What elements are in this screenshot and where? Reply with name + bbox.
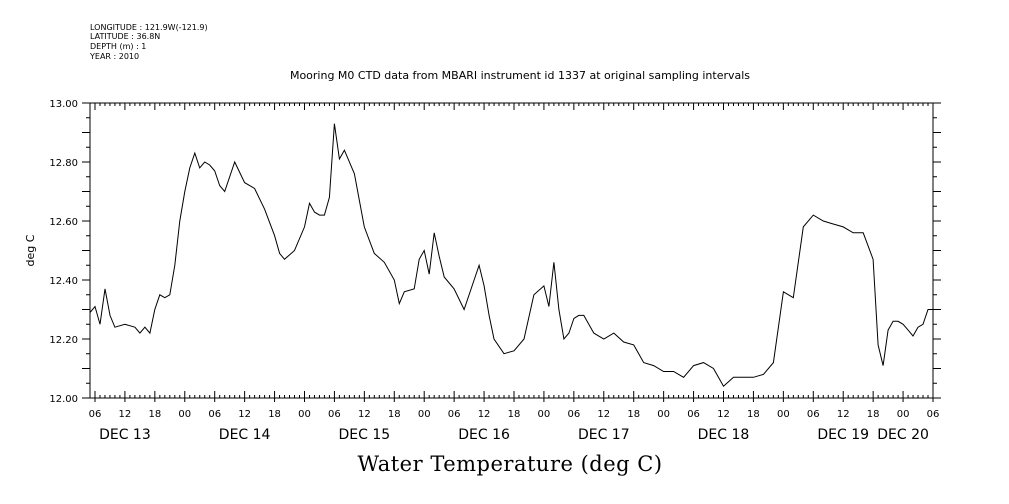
- x-day-label: DEC 19: [817, 427, 869, 443]
- y-tick-label: 13.00: [49, 99, 78, 110]
- x-day-label: DEC 20: [877, 427, 929, 443]
- x-day-label: DEC 18: [698, 427, 750, 443]
- x-tick-label: 12: [119, 409, 132, 420]
- x-tick-label: 18: [747, 409, 760, 420]
- x-tick-label: 06: [687, 409, 700, 420]
- x-tick-label: 18: [148, 409, 161, 420]
- longitude-label: LONGITUDE : 121.9W(-121.9): [90, 23, 208, 32]
- y-axis-label: deg C: [24, 234, 37, 266]
- x-tick-label: 06: [89, 409, 102, 420]
- x-tick-label: 06: [208, 409, 221, 420]
- y-axis-tick-labels: 12.00 12.20 12.40 12.60 12.80 13.00: [49, 99, 78, 405]
- x-tick-label: 18: [867, 409, 880, 420]
- x-tick-label: 12: [597, 409, 610, 420]
- x-tick-label: 00: [298, 409, 311, 420]
- year-label: YEAR : 2010: [90, 52, 140, 61]
- x-day-label: DEC 17: [578, 427, 630, 443]
- x-day-label: DEC 14: [219, 427, 271, 443]
- x-tick-label: 00: [538, 409, 551, 420]
- y-tick-label: 12.00: [49, 394, 78, 405]
- y-tick-label: 12.20: [49, 335, 78, 346]
- plot-frame: [89, 102, 934, 399]
- depth-label: DEPTH (m) : 1: [90, 42, 147, 51]
- x-tick-label: 12: [238, 409, 251, 420]
- x-tick-label: 00: [657, 409, 670, 420]
- axis-ticks: [82, 102, 941, 402]
- x-tick-label: 18: [508, 409, 521, 420]
- x-tick-label: 12: [478, 409, 491, 420]
- chart-title: Mooring M0 CTD data from MBARI instrumen…: [289, 69, 751, 82]
- x-tick-label: 06: [448, 409, 461, 420]
- x-tick-label: 06: [927, 409, 940, 420]
- x-day-label: DEC 16: [458, 427, 510, 443]
- x-axis-tick-labels: 06 12 18 00 06 12 18 00 06 12 18 00 06 12 18 00 06 12 18 00…: [89, 409, 940, 443]
- x-tick-label: 12: [837, 409, 850, 420]
- x-tick-label: 00: [418, 409, 431, 420]
- x-day-label: DEC 13: [99, 427, 151, 443]
- y-tick-label: 12.40: [49, 276, 78, 287]
- x-tick-label: 06: [328, 409, 341, 420]
- x-tick-label: 18: [268, 409, 281, 420]
- x-tick-label: 12: [717, 409, 730, 420]
- x-tick-label: 06: [567, 409, 580, 420]
- y-tick-label: 12.80: [49, 158, 78, 169]
- x-tick-label: 06: [807, 409, 820, 420]
- x-tick-label: 00: [178, 409, 191, 420]
- series-line: [89, 123, 933, 387]
- y-tick-label: 12.60: [49, 217, 78, 228]
- x-tick-label: 12: [358, 409, 371, 420]
- latitude-label: LATITUDE : 36.8N: [90, 32, 161, 41]
- x-tick-label: 18: [627, 409, 640, 420]
- x-tick-label: 18: [388, 409, 401, 420]
- x-tick-label: 00: [897, 409, 910, 420]
- x-tick-label: 00: [777, 409, 790, 420]
- x-day-label: DEC 15: [339, 427, 391, 443]
- bottom-title: Water Temperature (deg C): [357, 452, 663, 476]
